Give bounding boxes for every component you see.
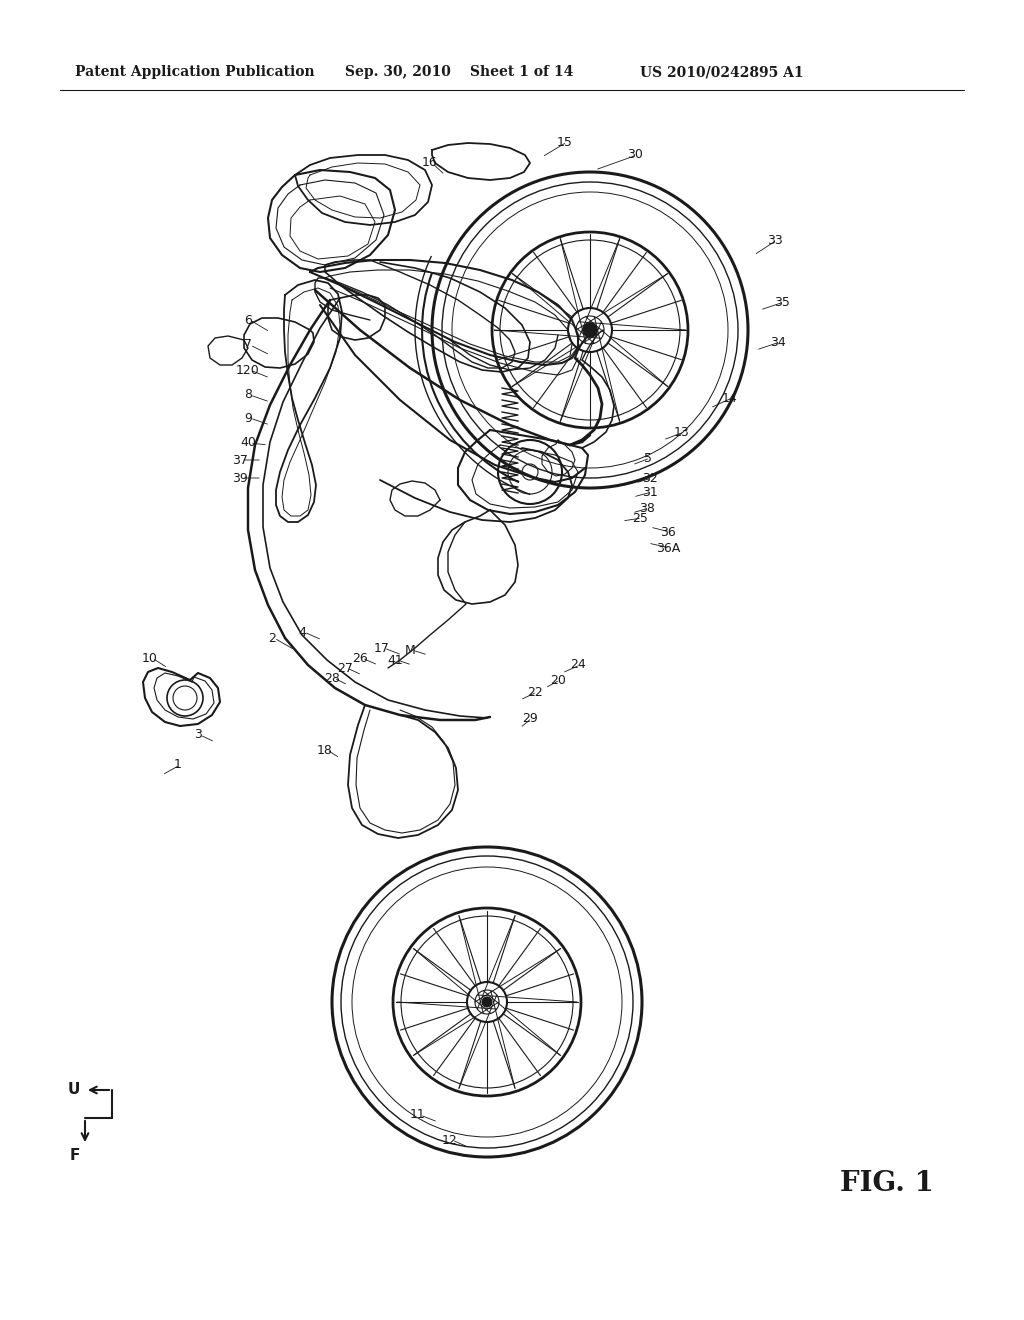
Text: Patent Application Publication: Patent Application Publication: [75, 65, 314, 79]
Text: 5: 5: [644, 451, 652, 465]
Circle shape: [482, 997, 492, 1007]
Circle shape: [583, 323, 597, 337]
Text: 7: 7: [244, 338, 252, 351]
Text: 9: 9: [244, 412, 252, 425]
Text: 37: 37: [232, 454, 248, 466]
Text: 18: 18: [317, 743, 333, 756]
Text: M: M: [404, 644, 416, 656]
Text: 27: 27: [337, 661, 353, 675]
Text: US 2010/0242895 A1: US 2010/0242895 A1: [640, 65, 804, 79]
Text: 20: 20: [550, 673, 566, 686]
Text: Sep. 30, 2010: Sep. 30, 2010: [345, 65, 451, 79]
Text: 41: 41: [387, 653, 402, 667]
Text: 11: 11: [411, 1109, 426, 1122]
Text: 38: 38: [639, 502, 655, 515]
Text: 25: 25: [632, 511, 648, 524]
Text: 17: 17: [374, 642, 390, 655]
Text: 14: 14: [722, 392, 738, 404]
Text: 120: 120: [237, 363, 260, 376]
Text: 36: 36: [660, 525, 676, 539]
Text: 34: 34: [770, 335, 785, 348]
Text: 3: 3: [195, 729, 202, 742]
Text: 39: 39: [232, 471, 248, 484]
Text: U: U: [68, 1082, 80, 1097]
Text: FIG. 1: FIG. 1: [840, 1170, 934, 1197]
Text: 40: 40: [240, 437, 256, 450]
Text: 29: 29: [522, 711, 538, 725]
Text: 36A: 36A: [656, 541, 680, 554]
Text: 26: 26: [352, 652, 368, 664]
Text: F: F: [70, 1147, 80, 1163]
Text: 12: 12: [442, 1134, 458, 1147]
Text: 4: 4: [298, 626, 306, 639]
Text: 6: 6: [244, 314, 252, 326]
Text: 2: 2: [268, 631, 275, 644]
Text: 33: 33: [767, 234, 783, 247]
Text: 30: 30: [627, 149, 643, 161]
Text: 13: 13: [674, 425, 690, 438]
Text: 31: 31: [642, 486, 657, 499]
Text: 28: 28: [324, 672, 340, 685]
Text: 16: 16: [422, 157, 438, 169]
Text: 24: 24: [570, 659, 586, 672]
Text: 22: 22: [527, 685, 543, 698]
Text: 1: 1: [174, 759, 182, 771]
Text: 10: 10: [142, 652, 158, 664]
Text: Sheet 1 of 14: Sheet 1 of 14: [470, 65, 573, 79]
Text: 32: 32: [642, 471, 657, 484]
Text: 8: 8: [244, 388, 252, 401]
Text: 35: 35: [774, 296, 790, 309]
Text: 15: 15: [557, 136, 573, 149]
